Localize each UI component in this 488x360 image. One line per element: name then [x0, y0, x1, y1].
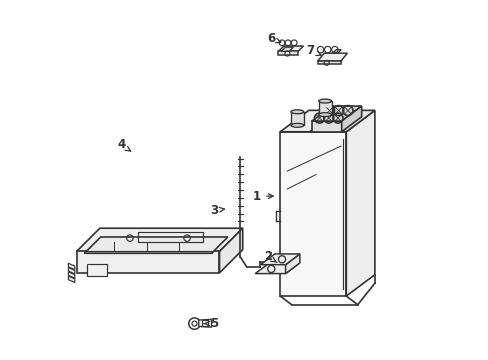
- Text: 2: 2: [263, 250, 276, 263]
- Polygon shape: [260, 254, 299, 265]
- Text: 7: 7: [306, 44, 321, 57]
- Polygon shape: [280, 132, 346, 296]
- Polygon shape: [87, 264, 107, 276]
- Polygon shape: [77, 228, 242, 251]
- Text: 6: 6: [266, 32, 281, 45]
- Ellipse shape: [318, 99, 331, 103]
- Ellipse shape: [290, 123, 303, 127]
- Polygon shape: [255, 263, 299, 274]
- Polygon shape: [317, 53, 346, 61]
- Polygon shape: [311, 121, 341, 132]
- Polygon shape: [77, 251, 219, 273]
- Polygon shape: [290, 112, 303, 125]
- Polygon shape: [219, 228, 242, 273]
- Text: 3: 3: [210, 204, 224, 217]
- Polygon shape: [318, 101, 331, 114]
- Polygon shape: [309, 111, 374, 132]
- Polygon shape: [311, 106, 361, 121]
- Ellipse shape: [318, 113, 331, 117]
- Polygon shape: [68, 272, 75, 278]
- Polygon shape: [341, 106, 361, 132]
- Text: 4: 4: [117, 139, 130, 152]
- Polygon shape: [281, 47, 293, 51]
- Polygon shape: [278, 51, 298, 55]
- Polygon shape: [84, 237, 227, 253]
- Text: 1: 1: [252, 190, 273, 203]
- Polygon shape: [68, 267, 75, 274]
- Polygon shape: [198, 319, 211, 327]
- Polygon shape: [332, 50, 341, 53]
- Polygon shape: [68, 263, 75, 270]
- Polygon shape: [317, 61, 340, 64]
- Ellipse shape: [290, 110, 303, 114]
- Polygon shape: [280, 111, 338, 132]
- Polygon shape: [346, 111, 374, 296]
- Bar: [202, 320, 207, 326]
- Polygon shape: [278, 46, 303, 51]
- Polygon shape: [68, 276, 75, 283]
- Text: 5: 5: [204, 317, 218, 330]
- Polygon shape: [285, 254, 299, 274]
